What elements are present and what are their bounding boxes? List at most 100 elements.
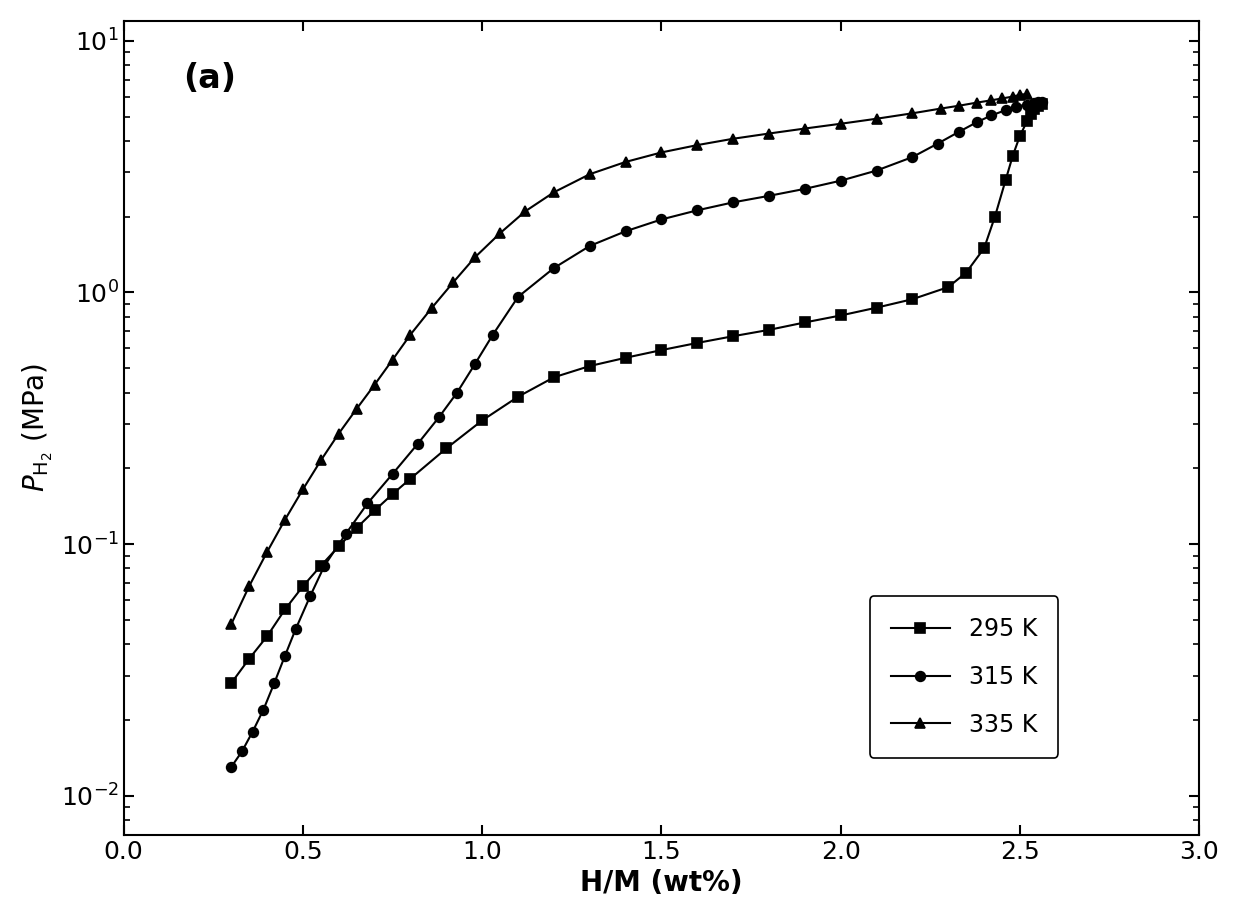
315 K: [234, 746, 249, 757]
335 K: [367, 379, 382, 390]
295 K: [367, 505, 382, 516]
335 K: [259, 546, 274, 557]
315 K: [467, 358, 482, 369]
295 K: [1019, 116, 1034, 127]
335 K: [1006, 91, 1021, 102]
335 K: [424, 302, 439, 313]
315 K: [1027, 97, 1042, 108]
335 K: [983, 95, 998, 106]
335 K: [653, 147, 668, 158]
335 K: [619, 156, 634, 167]
295 K: [941, 282, 956, 293]
335 K: [934, 103, 949, 114]
295 K: [278, 604, 293, 615]
295 K: [547, 372, 562, 383]
315 K: [1009, 101, 1024, 112]
335 K: [689, 140, 704, 151]
335 K: [278, 514, 293, 525]
315 K: [1019, 99, 1034, 110]
295 K: [1027, 104, 1042, 115]
335 K: [994, 93, 1009, 104]
315 K: [386, 468, 401, 479]
335 K: [833, 118, 848, 129]
315 K: [255, 704, 270, 715]
Line: 335 K: 335 K: [227, 89, 1032, 629]
295 K: [998, 174, 1013, 185]
315 K: [267, 677, 281, 688]
295 K: [725, 330, 740, 341]
335 K: [386, 354, 401, 365]
315 K: [246, 726, 260, 737]
295 K: [439, 442, 454, 453]
295 K: [331, 541, 346, 552]
335 K: [970, 97, 985, 108]
315 K: [339, 528, 353, 539]
295 K: [403, 473, 418, 484]
295 K: [386, 488, 401, 499]
335 K: [761, 128, 776, 139]
335 K: [869, 113, 884, 124]
315 K: [689, 205, 704, 216]
315 K: [930, 139, 945, 150]
335 K: [403, 329, 418, 340]
295 K: [583, 361, 598, 372]
295 K: [653, 344, 668, 355]
315 K: [1030, 96, 1045, 107]
295 K: [797, 317, 812, 328]
335 K: [223, 619, 238, 630]
Y-axis label: $P_{\mathregular{H_2}}$ (MPa): $P_{\mathregular{H_2}}$ (MPa): [21, 364, 55, 492]
Legend: 295 K, 315 K, 335 K: 295 K, 315 K, 335 K: [869, 596, 1059, 758]
315 K: [869, 165, 884, 176]
Text: (a): (a): [182, 62, 236, 95]
315 K: [547, 263, 562, 274]
295 K: [833, 310, 848, 321]
335 K: [1019, 88, 1034, 99]
X-axis label: H/M (wt%): H/M (wt%): [580, 869, 743, 897]
315 K: [797, 184, 812, 195]
295 K: [242, 654, 257, 665]
335 K: [331, 428, 346, 439]
315 K: [278, 650, 293, 661]
315 K: [970, 117, 985, 128]
295 K: [259, 631, 274, 642]
315 K: [450, 387, 465, 398]
315 K: [432, 411, 446, 422]
Line: 295 K: 295 K: [227, 99, 1047, 688]
315 K: [983, 110, 998, 121]
315 K: [511, 291, 526, 302]
295 K: [1030, 101, 1045, 112]
315 K: [725, 196, 740, 207]
315 K: [833, 175, 848, 186]
295 K: [959, 267, 973, 278]
295 K: [295, 581, 310, 592]
315 K: [653, 214, 668, 225]
295 K: [977, 242, 992, 253]
315 K: [360, 498, 374, 509]
Line: 315 K: 315 K: [227, 97, 1047, 772]
315 K: [761, 190, 776, 201]
315 K: [583, 241, 598, 252]
295 K: [905, 294, 920, 305]
335 K: [295, 484, 310, 495]
295 K: [761, 324, 776, 335]
315 K: [223, 762, 238, 773]
295 K: [475, 415, 490, 426]
295 K: [869, 302, 884, 313]
315 K: [951, 127, 966, 138]
335 K: [467, 252, 482, 263]
295 K: [689, 338, 704, 349]
295 K: [1034, 98, 1049, 109]
295 K: [314, 560, 329, 571]
315 K: [905, 151, 920, 162]
315 K: [303, 591, 317, 602]
295 K: [1006, 150, 1021, 161]
315 K: [619, 226, 634, 237]
315 K: [998, 105, 1013, 116]
335 K: [242, 581, 257, 592]
295 K: [223, 677, 238, 688]
295 K: [1013, 130, 1028, 141]
315 K: [288, 623, 303, 634]
295 K: [987, 211, 1002, 222]
335 K: [797, 123, 812, 134]
315 K: [1034, 96, 1049, 107]
